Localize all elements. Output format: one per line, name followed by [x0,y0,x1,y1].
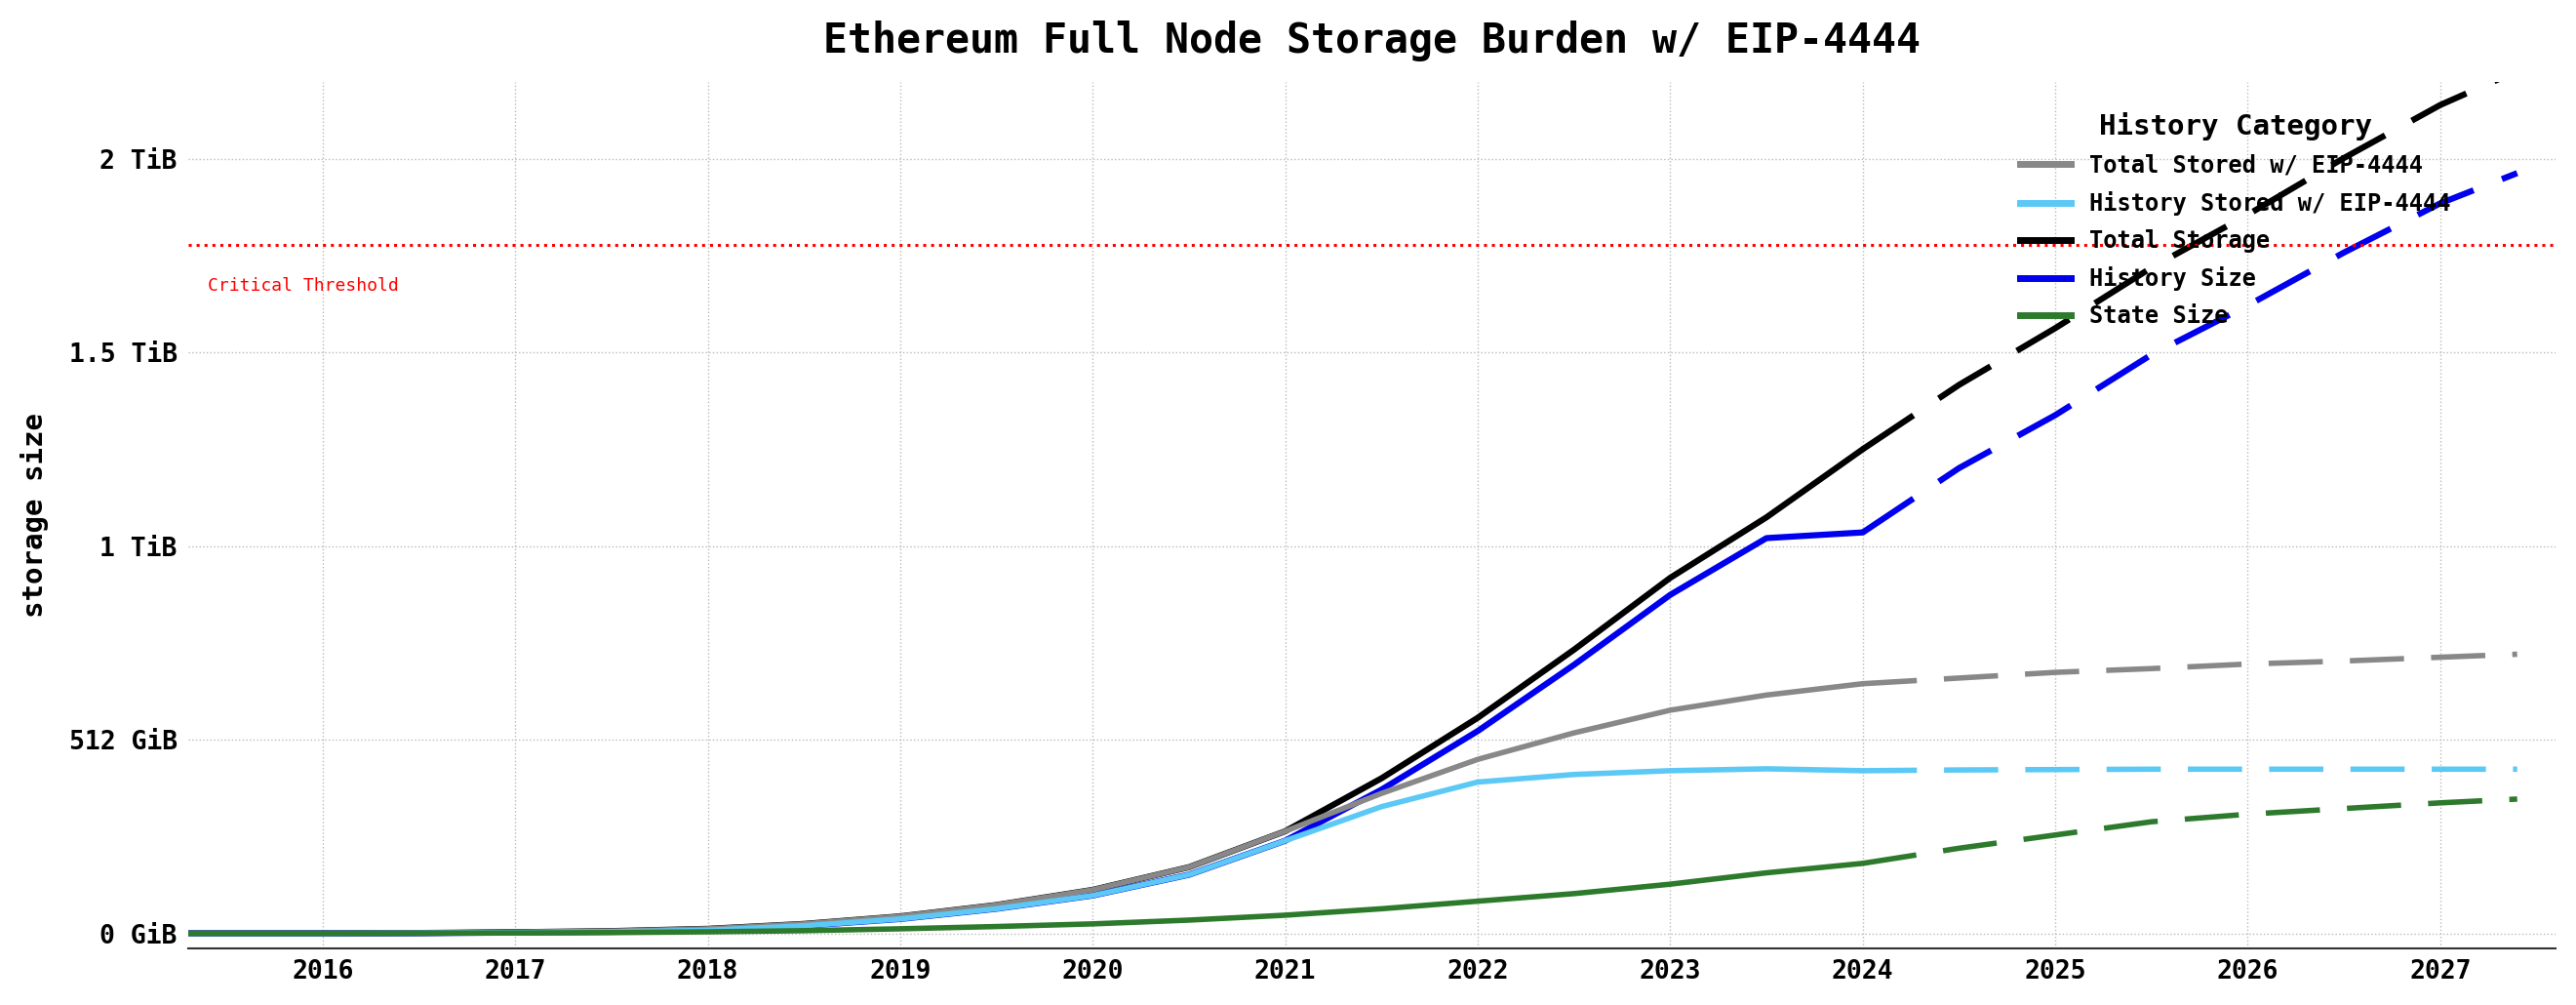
Y-axis label: storage size: storage size [21,413,49,618]
Text: Critical Threshold: Critical Threshold [209,276,399,294]
Title: Ethereum Full Node Storage Burden w/ EIP-4444: Ethereum Full Node Storage Burden w/ EIP… [824,20,1922,61]
Legend: Total Stored w/ EIP-4444, History Stored w/ EIP-4444, Total Storage, History Siz: Total Stored w/ EIP-4444, History Stored… [2012,103,2460,338]
